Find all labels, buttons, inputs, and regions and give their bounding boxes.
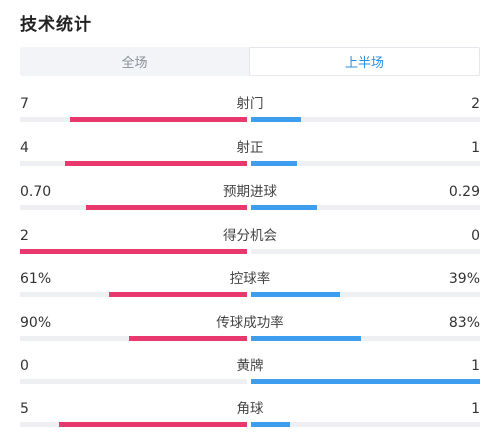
home-bar-track <box>20 379 247 384</box>
stat-label: 传球成功率 <box>216 315 284 331</box>
away-bar <box>251 292 341 297</box>
stat-label: 射门 <box>236 96 264 112</box>
home-bar <box>69 117 247 122</box>
stat-row-yellow-cards: 0 黄牌 1 <box>0 357 500 393</box>
away-value: 1 <box>471 401 480 417</box>
home-value: 0 <box>20 358 29 374</box>
stat-row-possession: 61% 控球率 39% <box>0 270 500 306</box>
away-bar <box>251 205 318 210</box>
away-bar <box>251 379 480 384</box>
home-bar <box>20 249 247 254</box>
stat-row-big-chances: 2 得分机会 0 <box>0 227 500 263</box>
away-value: 2 <box>471 96 480 112</box>
stat-row-expected-goals: 0.70 预期进球 0.29 <box>0 183 500 219</box>
home-bar-track <box>20 292 247 297</box>
stat-label: 预期进球 <box>223 184 277 200</box>
away-value: 0.29 <box>448 184 480 200</box>
stat-label: 射正 <box>236 140 264 156</box>
away-value: 1 <box>471 140 480 156</box>
home-bar-track <box>20 249 247 254</box>
away-bar-track <box>251 336 480 341</box>
away-bar-track <box>251 161 480 166</box>
home-bar <box>65 161 247 166</box>
away-bar-track <box>251 379 480 384</box>
away-bar-track <box>251 205 480 210</box>
period-tabs: 全场 上半场 <box>20 47 480 76</box>
stat-row-pass-accuracy: 90% 传球成功率 83% <box>0 314 500 350</box>
home-bar-track <box>20 336 247 341</box>
stat-row-shots: 7 射门 2 <box>0 95 500 131</box>
away-value: 83% <box>448 315 480 331</box>
away-bar-track <box>251 249 480 254</box>
home-bar <box>58 422 247 427</box>
home-bar <box>85 205 247 210</box>
away-bar-track <box>251 292 480 297</box>
home-value: 4 <box>20 140 29 156</box>
home-value: 2 <box>20 228 29 244</box>
home-value: 61% <box>20 271 52 287</box>
home-value: 7 <box>20 96 29 112</box>
stat-row-corners: 5 角球 1 <box>0 400 500 436</box>
away-value: 0 <box>471 228 480 244</box>
home-bar <box>108 292 247 297</box>
home-bar-track <box>20 117 247 122</box>
home-value: 90% <box>20 315 52 331</box>
away-value: 39% <box>448 271 480 287</box>
away-bar <box>251 161 297 166</box>
home-bar-track <box>20 161 247 166</box>
away-bar-track <box>251 422 480 427</box>
stat-label: 控球率 <box>229 271 271 287</box>
home-value: 5 <box>20 401 29 417</box>
away-bar <box>251 336 361 341</box>
away-bar <box>251 422 290 427</box>
page-title: 技术统计 <box>20 15 92 35</box>
home-bar <box>128 336 247 341</box>
stat-row-shots-on-target: 4 射正 1 <box>0 139 500 175</box>
away-bar <box>251 117 302 122</box>
stat-label: 得分机会 <box>223 228 277 244</box>
stat-label: 角球 <box>236 401 264 417</box>
stat-label: 黄牌 <box>236 358 264 374</box>
tab-first-half[interactable]: 上半场 <box>249 47 480 76</box>
away-bar-track <box>251 117 480 122</box>
away-value: 1 <box>471 358 480 374</box>
home-value: 0.70 <box>20 184 52 200</box>
home-bar-track <box>20 205 247 210</box>
home-bar-track <box>20 422 247 427</box>
tab-full-match[interactable]: 全场 <box>121 56 148 71</box>
